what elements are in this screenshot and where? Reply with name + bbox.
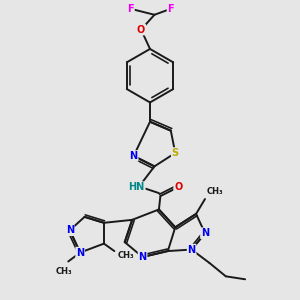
Text: CH₃: CH₃ xyxy=(206,187,223,196)
Text: CH₃: CH₃ xyxy=(56,267,72,276)
Text: N: N xyxy=(66,225,74,235)
Text: N: N xyxy=(139,252,147,262)
Text: N: N xyxy=(201,228,209,238)
Text: N: N xyxy=(76,248,84,257)
Text: F: F xyxy=(128,4,134,14)
Text: N: N xyxy=(130,151,138,161)
Text: F: F xyxy=(167,4,174,14)
Text: O: O xyxy=(174,182,182,192)
Text: O: O xyxy=(137,25,145,34)
Text: CH₃: CH₃ xyxy=(117,251,134,260)
Text: HN: HN xyxy=(128,182,145,192)
Text: S: S xyxy=(172,148,179,158)
Text: N: N xyxy=(188,244,196,255)
